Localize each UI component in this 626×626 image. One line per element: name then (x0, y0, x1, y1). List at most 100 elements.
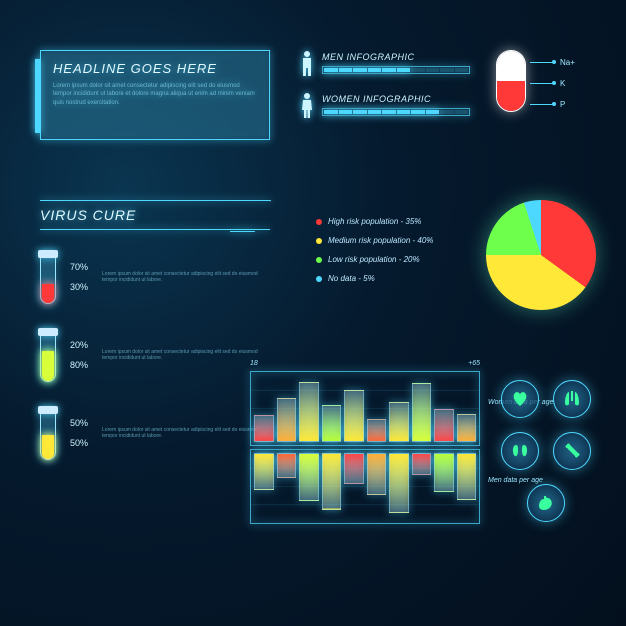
legend-dot (316, 257, 322, 263)
bar-segment (339, 110, 353, 114)
stomach-icon (527, 484, 565, 522)
bone-icon (553, 432, 591, 470)
gender-panel: MEN INFOGRAPHIC WOMEN INFOGRAPHIC (300, 50, 470, 134)
men-bar (322, 66, 470, 74)
headline-title: HEADLINE GOES HERE (53, 61, 257, 76)
pill-top (497, 51, 525, 81)
legend-dot (316, 276, 322, 282)
bar (367, 453, 387, 495)
bar-segment (455, 68, 469, 72)
man-icon (300, 50, 314, 76)
men-row: MEN INFOGRAPHIC (300, 50, 470, 76)
bar-segment (382, 68, 396, 72)
bar-segment (426, 110, 440, 114)
pill-labels: Na+ K P (530, 58, 575, 121)
pill-label: K (530, 79, 575, 88)
bar (277, 453, 297, 478)
bar-segment (324, 68, 338, 72)
women-row: WOMEN INFOGRAPHIC (300, 92, 470, 118)
women-label: WOMEN INFOGRAPHIC (322, 94, 470, 104)
bar (412, 383, 432, 442)
bar (344, 453, 364, 484)
bar-segment (440, 68, 454, 72)
woman-icon (300, 92, 314, 118)
bar (457, 453, 477, 500)
men-label: MEN INFOGRAPHIC (322, 52, 470, 62)
tube-text: Lorem ipsum dolor sit amet consectetur a… (102, 349, 270, 362)
bar (367, 419, 387, 442)
tube-percent: 20%80% (70, 340, 88, 370)
tube-row: 50%50% Lorem ipsum dolor sit amet consec… (40, 406, 270, 460)
women-bars (250, 371, 480, 446)
legend-label: Medium risk population - 40% (328, 236, 433, 245)
tube-text: Lorem ipsum dolor sit amet consectetur a… (102, 271, 270, 284)
bar-segment (426, 68, 440, 72)
legend-label: High risk population - 35% (328, 217, 421, 226)
tube-row: 20%80% Lorem ipsum dolor sit amet consec… (40, 328, 270, 382)
pie-legend: High risk population - 35% Medium risk po… (316, 217, 466, 293)
bars-axis: 18 +65 (250, 360, 480, 367)
bar-segment (353, 110, 367, 114)
heart-icon (501, 380, 539, 418)
axis-max: +65 (468, 360, 480, 367)
bar (434, 409, 454, 443)
bar-segment (382, 110, 396, 114)
bar-segment (411, 68, 425, 72)
bar-segment (324, 110, 338, 114)
bar-segment (397, 110, 411, 114)
tube-percent: 50%50% (70, 418, 88, 448)
pie-legend-row: High risk population - 35% (316, 217, 466, 226)
legend-dot (316, 238, 322, 244)
pie-legend-row: Low risk population - 20% (316, 255, 466, 264)
pill-label: P (530, 100, 575, 109)
bar (412, 453, 432, 475)
bar-segment (440, 110, 454, 114)
bar (299, 382, 319, 442)
headline-body: Lorem ipsum dolor sit amet consectetur a… (53, 82, 257, 107)
tube-row: 70%30% Lorem ipsum dolor sit amet consec… (40, 250, 270, 304)
headline-panel: HEADLINE GOES HERE Lorem ipsum dolor sit… (40, 50, 270, 140)
bar (322, 405, 342, 442)
bar-segment (353, 68, 367, 72)
legend-label: Low risk population - 20% (328, 255, 420, 264)
bar-segment (368, 110, 382, 114)
pill-bottom (497, 81, 525, 111)
bar (389, 453, 409, 513)
bar-segment (339, 68, 353, 72)
virus-panel: VIRUS CURE 70%30% Lorem ipsum dolor sit … (40, 200, 270, 484)
pill-label: Na+ (530, 58, 575, 67)
axis-min: 18 (250, 360, 258, 367)
men-bars (250, 449, 480, 524)
test-tube-icon (40, 328, 56, 382)
bar (254, 415, 274, 442)
lungs-icon (553, 380, 591, 418)
pie-panel: High risk population - 35% Medium risk po… (316, 200, 596, 310)
pie-legend-row: No data - 5% (316, 274, 466, 283)
organ-icons (496, 380, 596, 522)
women-bar (322, 108, 470, 116)
bar-segment (397, 68, 411, 72)
bar (434, 453, 454, 492)
bar (254, 453, 274, 490)
legend-dot (316, 219, 322, 225)
legend-label: No data - 5% (328, 274, 375, 283)
bar-segment (411, 110, 425, 114)
bar (322, 453, 342, 510)
tube-text: Lorem ipsum dolor sit amet consectetur a… (102, 427, 270, 440)
bar (344, 390, 364, 442)
bar-chart-panel: 18 +65 Women data per age Men data per a… (250, 360, 480, 524)
bar (389, 402, 409, 442)
test-tube-icon (40, 406, 56, 460)
bar (457, 414, 477, 442)
bar-segment (455, 110, 469, 114)
pill-panel: Na+ K P (496, 50, 596, 140)
bar (299, 453, 319, 501)
pie-legend-row: Medium risk population - 40% (316, 236, 466, 245)
test-tube-icon (40, 250, 56, 304)
virus-title: VIRUS CURE (40, 200, 270, 230)
tube-percent: 70%30% (70, 262, 88, 292)
bar-segment (368, 68, 382, 72)
pie-chart (486, 200, 596, 310)
pill-icon (496, 50, 526, 112)
kidneys-icon (501, 432, 539, 470)
